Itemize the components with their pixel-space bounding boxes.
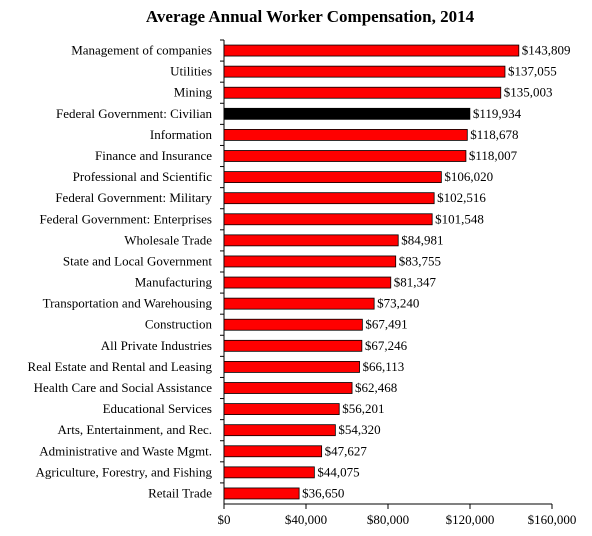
value-label: $62,468 (355, 380, 397, 395)
bar (223, 403, 340, 415)
value-label: $83,755 (399, 253, 441, 268)
bar (223, 150, 467, 162)
bar (223, 171, 442, 183)
value-label: $143,809 (522, 43, 571, 58)
value-label: $81,347 (394, 275, 437, 290)
value-label: $101,548 (435, 211, 484, 226)
y-tick-label: Management of companies (71, 43, 212, 58)
value-label: $73,240 (377, 296, 419, 311)
value-label: $36,650 (302, 485, 344, 500)
bar (223, 65, 506, 78)
y-tick-label: Transportation and Warehousing (43, 296, 213, 311)
chart-title: Average Annual Worker Compensation, 2014 (146, 7, 475, 26)
bar (223, 466, 315, 479)
y-tick-label: Administrative and Waste Mgmt. (39, 443, 212, 458)
value-label: $137,055 (508, 64, 557, 79)
y-tick-label: Arts, Entertainment, and Rec. (57, 422, 212, 437)
value-label: $66,113 (363, 359, 405, 374)
value-label: $67,246 (365, 338, 408, 353)
y-tick-label: Finance and Insurance (95, 148, 212, 163)
y-tick-label: Manufacturing (135, 275, 213, 290)
bar (223, 234, 399, 247)
y-tick-label: Utilities (170, 64, 212, 79)
y-tick-label: Federal Government: Military (55, 190, 212, 205)
bar (223, 276, 392, 289)
value-label: $44,075 (317, 464, 359, 479)
y-tick-label: Construction (145, 317, 213, 332)
y-tick-label: Federal Government: Civilian (56, 106, 212, 121)
y-tick-label: State and Local Government (63, 253, 212, 268)
value-label: $84,981 (401, 232, 443, 247)
y-tick-label: Wholesale Trade (124, 232, 212, 247)
value-label: $135,003 (504, 85, 553, 100)
bar (223, 487, 300, 500)
bar (223, 107, 471, 120)
bar (223, 255, 397, 268)
x-tick-label: $40,000 (285, 512, 327, 527)
value-label: $56,201 (342, 401, 384, 416)
value-label: $67,491 (365, 317, 407, 332)
bar (223, 382, 353, 394)
value-label: $54,320 (338, 422, 380, 437)
bar (223, 129, 468, 141)
x-tick-label: $0 (218, 512, 231, 527)
x-tick-label: $80,000 (367, 512, 409, 527)
value-label: $118,678 (470, 127, 518, 142)
bar (223, 213, 433, 226)
y-tick-label: Mining (174, 85, 213, 100)
value-label: $47,627 (325, 443, 368, 458)
bar (223, 86, 502, 99)
value-label: $102,516 (437, 190, 486, 205)
value-label: $118,007 (469, 148, 518, 163)
y-tick-label: Agriculture, Forestry, and Fishing (36, 464, 213, 479)
y-tick-label: Federal Government: Enterprises (39, 211, 212, 226)
x-tick-label: $160,000 (528, 512, 577, 527)
y-tick-label: Retail Trade (148, 485, 212, 500)
value-label: $106,020 (444, 169, 493, 184)
bar (223, 339, 363, 352)
y-tick-label: Educational Services (103, 401, 212, 416)
bar (223, 297, 375, 310)
bar (223, 192, 435, 205)
bar (223, 361, 360, 373)
y-tick-label: Real Estate and Rental and Leasing (28, 359, 213, 374)
y-tick-label: Professional and Scientific (73, 169, 213, 184)
y-tick-label: All Private Industries (101, 338, 212, 353)
y-tick-label: Health Care and Social Assistance (34, 380, 213, 395)
bar (223, 445, 323, 458)
value-label: $119,934 (473, 106, 522, 121)
bar (223, 44, 520, 57)
x-tick-label: $120,000 (446, 512, 495, 527)
bar (223, 424, 336, 437)
y-tick-label: Information (150, 127, 213, 142)
bar (223, 318, 363, 331)
